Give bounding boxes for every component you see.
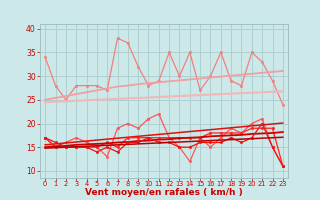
X-axis label: Vent moyen/en rafales ( km/h ): Vent moyen/en rafales ( km/h ) bbox=[85, 188, 243, 197]
